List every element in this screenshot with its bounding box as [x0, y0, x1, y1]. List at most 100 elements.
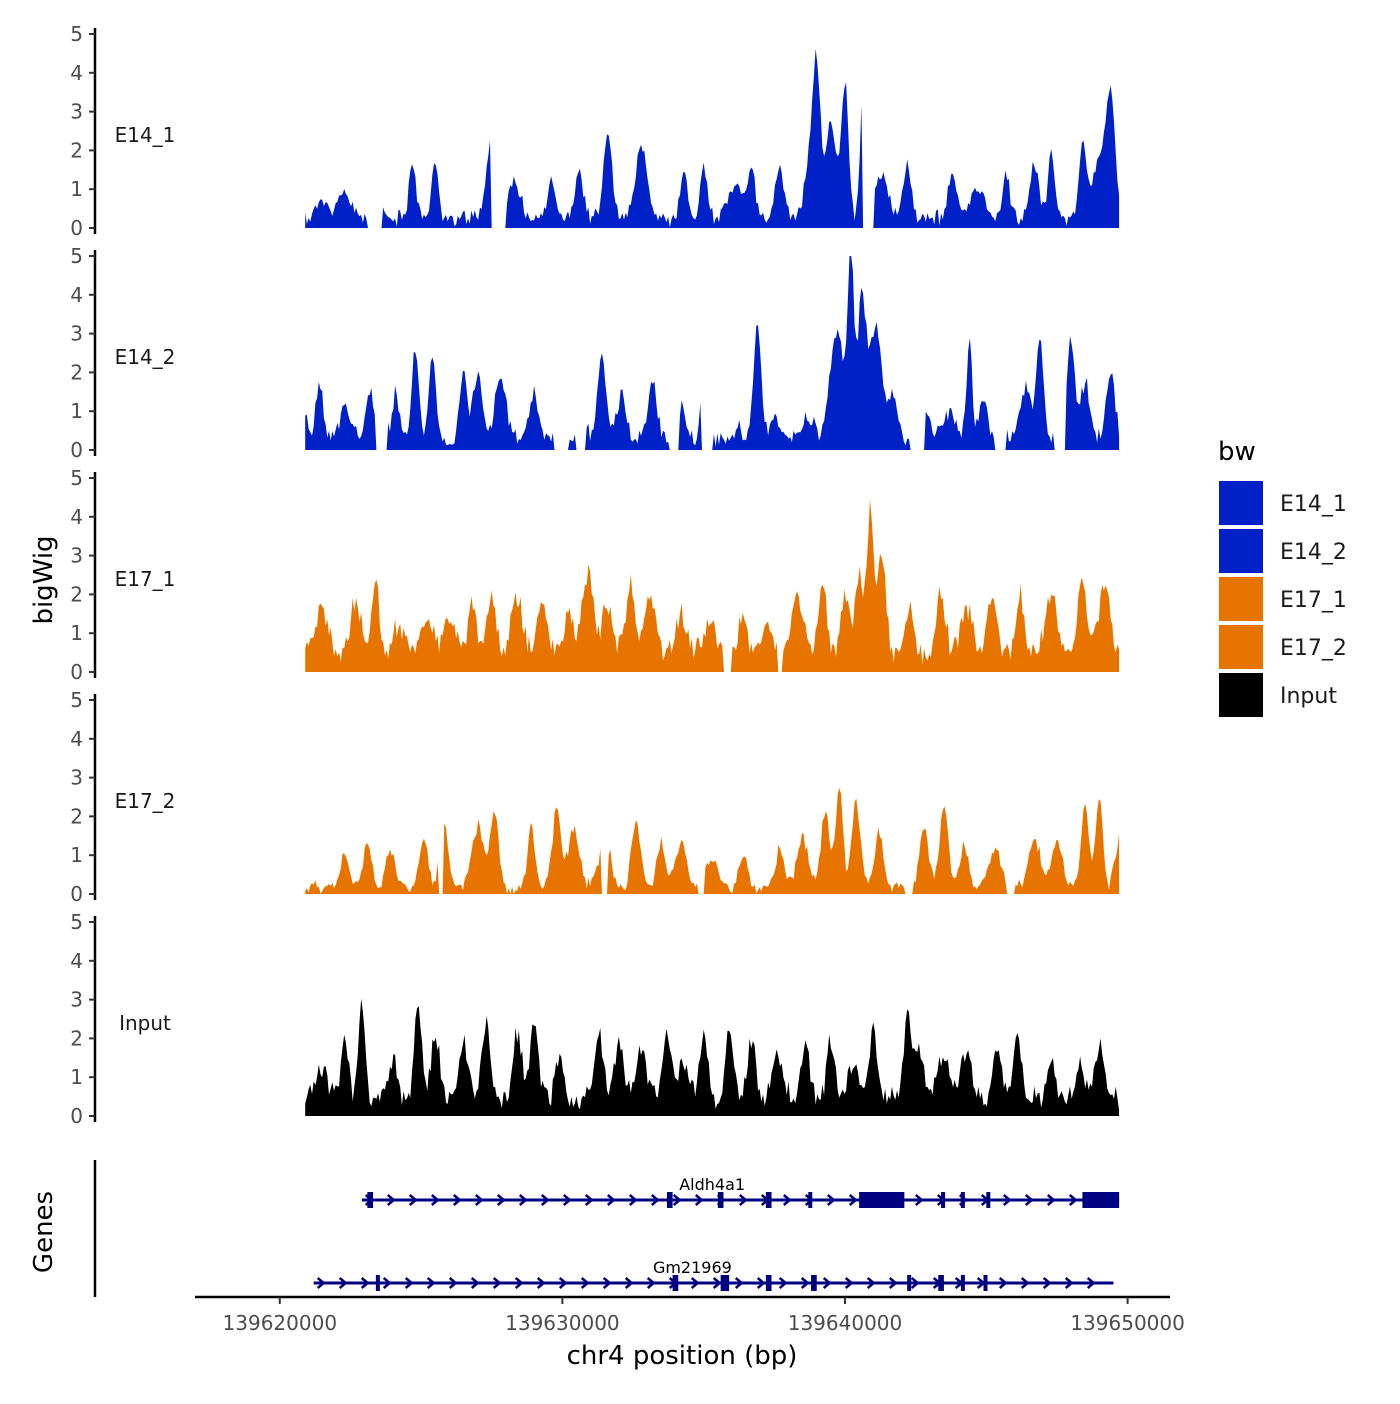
- legend-swatch-E14_1: [1219, 481, 1263, 525]
- coverage-area-E17_1: [305, 498, 1120, 672]
- strand-arrow: [536, 1277, 546, 1289]
- strand-arrow: [558, 1277, 568, 1289]
- legend-swatch-Input: [1219, 673, 1263, 717]
- strand-arrow: [646, 1277, 656, 1289]
- legend-label-E17_2: E17_2: [1280, 636, 1347, 661]
- legend-label-E14_1: E14_1: [1280, 492, 1347, 517]
- exon-Aldh4a1: [666, 1192, 673, 1208]
- strand-arrow: [606, 1194, 616, 1206]
- strand-arrow: [690, 1277, 700, 1289]
- y-tick-label-E17_1-5: 5: [70, 466, 83, 490]
- legend-label-E14_2: E14_2: [1280, 540, 1347, 565]
- exon-Gm21969: [375, 1275, 380, 1291]
- exon-Gm21969: [907, 1275, 912, 1291]
- strand-arrow: [734, 1277, 744, 1289]
- y-tick-label-E17_1-4: 4: [70, 505, 83, 529]
- y-tick-label-E14_1-0: 0: [70, 216, 83, 240]
- exon-Gm21969: [672, 1275, 679, 1291]
- y-tick-label-Input-3: 3: [70, 988, 83, 1012]
- exon-Aldh4a1: [765, 1192, 772, 1208]
- x-tick-label-139630000: 139630000: [505, 1311, 620, 1335]
- legend-label-E17_1: E17_1: [1280, 588, 1347, 613]
- y-tick-label-E14_2-5: 5: [70, 244, 83, 268]
- y-tick-label-E17_2-4: 4: [70, 727, 83, 751]
- y-tick-label-E17_2-0: 0: [70, 882, 83, 906]
- exon-Gm21969: [720, 1275, 730, 1291]
- strand-arrow: [848, 1194, 858, 1206]
- gene-Gm21969: Gm21969: [313, 1258, 1114, 1291]
- coverage-area-E17_2: [305, 788, 1120, 894]
- strand-arrow: [650, 1194, 660, 1206]
- legend-label-Input: Input: [1280, 684, 1337, 709]
- gene-label-Gm21969: Gm21969: [653, 1258, 732, 1277]
- track-E17_1: 0 1 2 3 4 5 E17_1: [70, 466, 1120, 684]
- y-tick-label-E17_2-3: 3: [70, 766, 83, 790]
- strand-arrow: [386, 1194, 396, 1206]
- strand-arrow: [562, 1194, 572, 1206]
- y-tick-label-E14_1-5: 5: [70, 22, 83, 46]
- track-E14_1: 0 1 2 3 4 5 E14_1: [70, 22, 1120, 240]
- y-tick-label-E14_2-2: 2: [70, 360, 83, 384]
- y-tick-label-E14_2-1: 1: [70, 399, 83, 423]
- legend-title: bw: [1218, 437, 1256, 467]
- track-E17_2: 0 1 2 3 4 5 E17_2: [70, 688, 1120, 906]
- strand-arrow: [844, 1277, 854, 1289]
- exon-Aldh4a1: [859, 1192, 905, 1208]
- strand-arrow: [448, 1277, 458, 1289]
- strand-arrow: [496, 1194, 506, 1206]
- strand-arrow: [822, 1277, 832, 1289]
- y-tick-label-Input-1: 1: [70, 1065, 83, 1089]
- track-Input: 0 1 2 3 4 5 Input: [70, 910, 1120, 1128]
- strand-arrow: [492, 1277, 502, 1289]
- track-label-E17_1: E17_1: [115, 567, 176, 591]
- exon-Gm21969: [983, 1275, 988, 1291]
- gene-label-Aldh4a1: Aldh4a1: [679, 1175, 745, 1194]
- track-label-E14_1: E14_1: [115, 123, 176, 147]
- y-tick-label-E14_1-2: 2: [70, 138, 83, 162]
- strand-arrow: [514, 1277, 524, 1289]
- y-tick-label-E17_1-3: 3: [70, 544, 83, 568]
- strand-arrow: [408, 1194, 418, 1206]
- coverage-area-Input: [305, 998, 1120, 1116]
- strand-arrow: [518, 1194, 528, 1206]
- bigwig-tracks: 0 1 2 3 4 5 E14_1 0 1 2 3 4 5 E14_2 0 1 2 3 4 5 E17_1 0 1 2 3 4 5 E…: [70, 22, 1120, 1128]
- strand-arrow: [914, 1194, 924, 1206]
- legend-swatch-E17_1: [1219, 577, 1263, 621]
- strand-arrow: [800, 1277, 810, 1289]
- y-tick-label-E17_1-2: 2: [70, 582, 83, 606]
- exon-Aldh4a1: [808, 1192, 813, 1208]
- exon-Aldh4a1: [960, 1192, 965, 1208]
- y-axis-title: bigWig: [29, 535, 59, 624]
- coverage-area-E14_2: [305, 256, 1120, 450]
- track-label-E14_2: E14_2: [115, 345, 176, 369]
- strand-arrow: [1002, 1194, 1012, 1206]
- y-tick-label-E14_1-1: 1: [70, 177, 83, 201]
- strand-arrow: [1042, 1277, 1052, 1289]
- strand-arrow: [452, 1194, 462, 1206]
- strand-arrow: [360, 1277, 370, 1289]
- legend-swatch-E14_2: [1219, 529, 1263, 573]
- strand-arrow: [738, 1194, 748, 1206]
- legend-swatch-E17_2: [1219, 625, 1263, 669]
- strand-arrow: [1086, 1277, 1096, 1289]
- exon-Aldh4a1: [941, 1192, 946, 1208]
- exon-Gm21969: [960, 1275, 965, 1291]
- y-tick-label-Input-4: 4: [70, 949, 83, 973]
- exon-Aldh4a1: [1082, 1192, 1120, 1208]
- y-tick-label-E14_2-3: 3: [70, 322, 83, 346]
- strand-arrow: [826, 1194, 836, 1206]
- strand-arrow: [910, 1277, 920, 1289]
- x-tick-label-139650000: 139650000: [1070, 1311, 1185, 1335]
- strand-arrow: [1046, 1194, 1056, 1206]
- exon-Aldh4a1: [986, 1192, 991, 1208]
- strand-arrow: [998, 1277, 1008, 1289]
- y-tick-label-E17_2-1: 1: [70, 843, 83, 867]
- strand-arrow: [782, 1194, 792, 1206]
- y-tick-label-E17_2-5: 5: [70, 688, 83, 712]
- y-tick-label-E14_1-3: 3: [70, 100, 83, 124]
- genes-axis-title: Genes: [29, 1191, 59, 1273]
- y-tick-label-E14_2-4: 4: [70, 283, 83, 307]
- strand-arrow: [580, 1277, 590, 1289]
